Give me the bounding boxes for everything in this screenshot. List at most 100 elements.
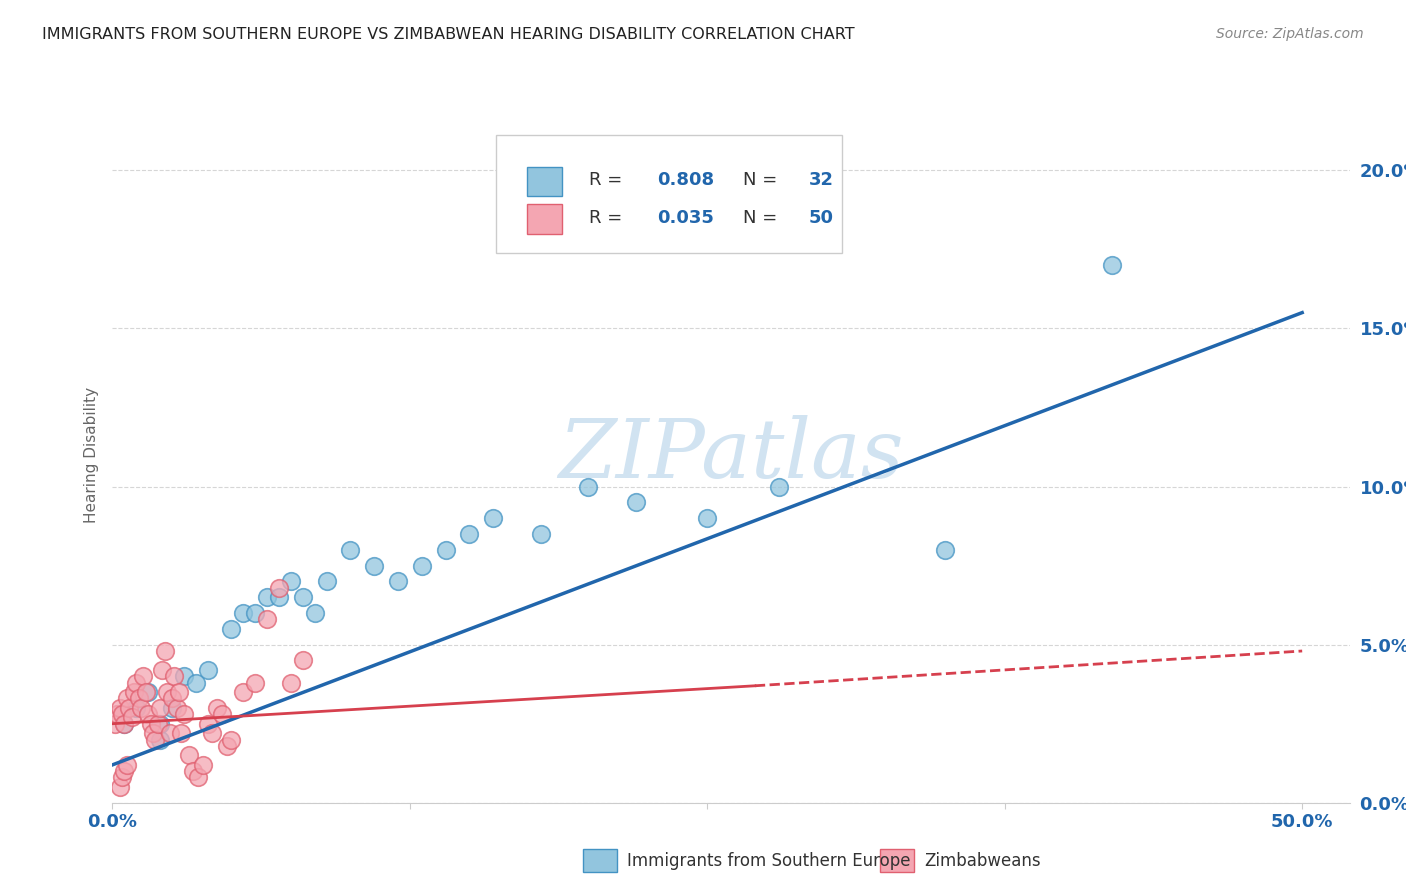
- Point: [291, 591, 314, 605]
- Text: 0.035: 0.035: [657, 210, 714, 227]
- Text: 0.808: 0.808: [657, 171, 714, 189]
- Point: [245, 606, 267, 620]
- Point: [149, 732, 172, 747]
- Point: [108, 701, 131, 715]
- Point: [112, 716, 135, 731]
- Text: Immigrants from Southern Europe: Immigrants from Southern Europe: [627, 852, 911, 870]
- Text: ZIPatlas: ZIPatlas: [558, 415, 904, 495]
- Point: [245, 675, 267, 690]
- Point: [115, 691, 138, 706]
- Point: [136, 707, 159, 722]
- Point: [135, 685, 157, 699]
- Point: [118, 701, 141, 715]
- Point: [232, 606, 254, 620]
- Text: Zimbabweans: Zimbabweans: [924, 852, 1040, 870]
- Point: [160, 691, 183, 706]
- Point: [184, 675, 207, 690]
- Point: [232, 685, 254, 699]
- Point: [197, 663, 219, 677]
- Point: [166, 701, 188, 715]
- Point: [458, 527, 481, 541]
- Point: [280, 574, 302, 589]
- Point: [221, 622, 243, 636]
- Point: [153, 644, 176, 658]
- FancyBboxPatch shape: [582, 849, 617, 872]
- Point: [149, 701, 172, 715]
- Point: [177, 748, 200, 763]
- Text: 50: 50: [808, 210, 834, 227]
- Text: Source: ZipAtlas.com: Source: ZipAtlas.com: [1216, 27, 1364, 41]
- FancyBboxPatch shape: [527, 204, 561, 234]
- Point: [205, 701, 228, 715]
- Point: [530, 527, 553, 541]
- Point: [201, 726, 224, 740]
- Point: [387, 574, 409, 589]
- Point: [125, 675, 148, 690]
- Point: [170, 726, 193, 740]
- Point: [211, 707, 233, 722]
- Point: [105, 707, 128, 722]
- Point: [267, 581, 290, 595]
- Point: [160, 701, 183, 715]
- Point: [280, 675, 302, 690]
- Point: [111, 771, 134, 785]
- Point: [256, 612, 278, 626]
- Point: [163, 669, 186, 683]
- Text: 32: 32: [808, 171, 834, 189]
- Point: [143, 732, 166, 747]
- Point: [129, 701, 152, 715]
- Point: [315, 574, 337, 589]
- Point: [256, 591, 278, 605]
- Point: [149, 716, 172, 731]
- Point: [197, 716, 219, 731]
- Point: [112, 716, 135, 731]
- Text: R =: R =: [589, 210, 628, 227]
- Point: [128, 691, 150, 706]
- Point: [159, 726, 181, 740]
- Point: [768, 479, 790, 493]
- Point: [1101, 258, 1123, 272]
- Point: [108, 780, 131, 794]
- Point: [934, 542, 956, 557]
- Point: [411, 558, 433, 573]
- Point: [115, 757, 138, 772]
- Point: [215, 739, 238, 753]
- Point: [576, 479, 599, 493]
- FancyBboxPatch shape: [496, 135, 842, 253]
- Point: [125, 701, 148, 715]
- Y-axis label: Hearing Disability: Hearing Disability: [83, 387, 98, 523]
- Point: [122, 685, 145, 699]
- Point: [363, 558, 385, 573]
- Point: [156, 685, 179, 699]
- Point: [339, 542, 361, 557]
- Point: [291, 653, 314, 667]
- Point: [696, 511, 718, 525]
- FancyBboxPatch shape: [527, 167, 561, 196]
- Point: [167, 685, 190, 699]
- Point: [304, 606, 326, 620]
- FancyBboxPatch shape: [880, 849, 914, 872]
- Point: [434, 542, 457, 557]
- Point: [132, 669, 155, 683]
- Point: [152, 663, 174, 677]
- Text: IMMIGRANTS FROM SOUTHERN EUROPE VS ZIMBABWEAN HEARING DISABILITY CORRELATION CHA: IMMIGRANTS FROM SOUTHERN EUROPE VS ZIMBA…: [42, 27, 855, 42]
- Text: N =: N =: [744, 171, 783, 189]
- Point: [121, 710, 143, 724]
- Point: [221, 732, 243, 747]
- Point: [146, 716, 169, 731]
- Point: [104, 716, 127, 731]
- Point: [139, 716, 162, 731]
- Point: [624, 495, 647, 509]
- Point: [111, 707, 134, 722]
- Point: [183, 764, 205, 779]
- Point: [173, 707, 195, 722]
- Point: [267, 591, 290, 605]
- Text: N =: N =: [744, 210, 783, 227]
- Point: [173, 669, 195, 683]
- Point: [142, 726, 165, 740]
- Text: R =: R =: [589, 171, 628, 189]
- Point: [482, 511, 505, 525]
- Point: [187, 771, 209, 785]
- Point: [136, 685, 159, 699]
- Point: [191, 757, 214, 772]
